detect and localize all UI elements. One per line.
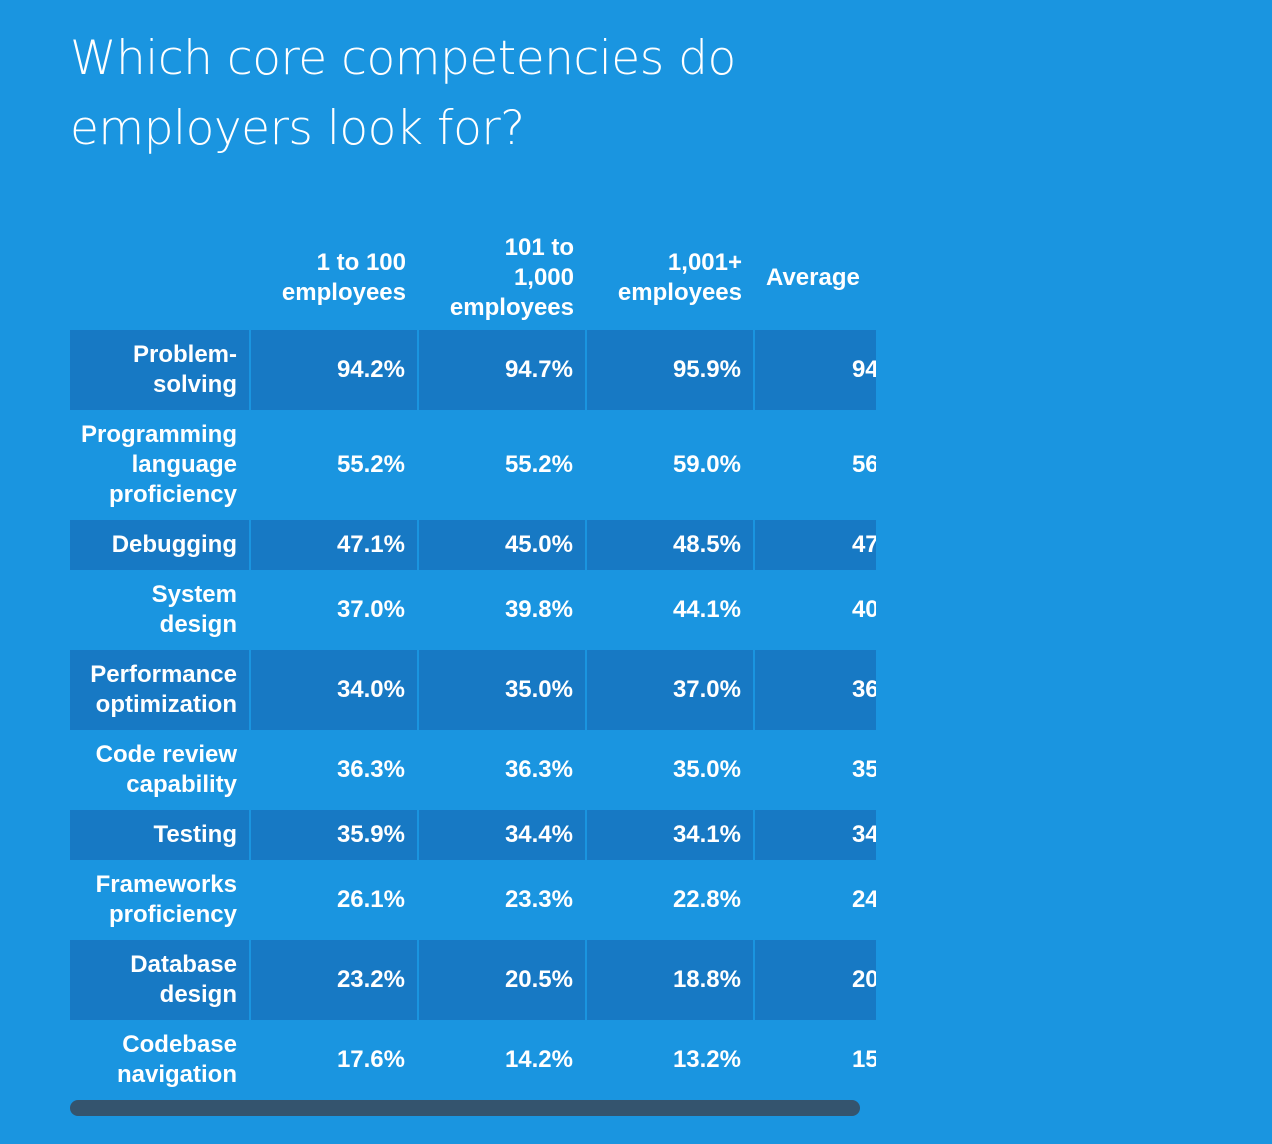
table-cell-value: 34.8% xyxy=(753,810,876,860)
table-cell-value: 56.6% xyxy=(753,410,876,520)
table-cell-value: 36.3% xyxy=(249,730,418,810)
table-cell-value: 94.9% xyxy=(753,330,876,410)
table-cell-value: 34.4% xyxy=(417,810,586,860)
row-label: Problem-solving xyxy=(70,330,250,410)
table-cell-value: 94.2% xyxy=(249,330,418,410)
table-cell-value: 39.8% xyxy=(417,570,586,650)
header-cell-1001-plus: 1,001+ employees xyxy=(617,249,742,306)
header-cell-empty xyxy=(70,226,250,330)
table-cell-value: 94.7% xyxy=(417,330,586,410)
table-cell-value: 35.0% xyxy=(417,650,586,730)
table-row: Code review capability36.3%36.3%35.0%35.… xyxy=(70,730,876,810)
table-cell-value: 14.2% xyxy=(417,1020,586,1096)
table-scroll-container[interactable]: 1 to 100 employees 101 to 1,000 employees 1… xyxy=(70,226,876,1096)
row-label: Performance optimization xyxy=(70,650,250,730)
header-cell-average: Average xyxy=(766,264,860,291)
table-cell-value: 35.8% xyxy=(753,730,876,810)
table-cell-value: 34.0% xyxy=(249,650,418,730)
table-cell-value: 35.9% xyxy=(249,810,418,860)
table-cell-value: 47.1% xyxy=(753,520,876,570)
table-cell-value: 36.3% xyxy=(417,730,586,810)
table-cell-value: 22.8% xyxy=(585,860,754,940)
table-cell-value: 48.5% xyxy=(585,520,754,570)
table-cell-value: 35.0% xyxy=(585,730,754,810)
table-cell-value: 23.2% xyxy=(249,940,418,1020)
table-cell-value: 18.8% xyxy=(585,940,754,1020)
table-cell-value: 59.0% xyxy=(585,410,754,520)
table-cell-value: 23.3% xyxy=(417,860,586,940)
row-label: Testing xyxy=(70,810,250,860)
table-cell-value: 15.1% xyxy=(753,1020,876,1096)
row-label: Debugging xyxy=(70,520,250,570)
row-label: Frameworks proficiency xyxy=(95,871,237,928)
table-cell-value: 34.1% xyxy=(585,810,754,860)
table-cell-value: 24.2% xyxy=(753,860,876,940)
table-cell-value: 47.1% xyxy=(249,520,418,570)
table-cell-value: 55.2% xyxy=(249,410,418,520)
table-cell-value: 95.9% xyxy=(585,330,754,410)
table-cell-value: 13.2% xyxy=(585,1020,754,1096)
table-cell-value: 20.9% xyxy=(753,940,876,1020)
page-title: Which core competencies do employers loo… xyxy=(70,31,736,156)
row-label: Code review capability xyxy=(95,741,237,798)
row-label: System design xyxy=(151,581,237,638)
table-cell-value: 55.2% xyxy=(417,410,586,520)
table-row: Frameworks proficiency26.1%23.3%22.8%24.… xyxy=(70,860,876,940)
table-row: Performance optimization 34.0% 35.0% 37.0% 3… xyxy=(70,650,876,730)
header-cell-1-to-100: 1 to 100 employees xyxy=(281,249,406,306)
horizontal-scrollbar[interactable] xyxy=(70,1100,860,1116)
table-row: Programming language proficiency 55.2% 55.… xyxy=(70,410,876,520)
row-label: Programming language proficiency xyxy=(80,421,237,508)
table-cell-value: 37.0% xyxy=(249,570,418,650)
row-label: Codebase navigation xyxy=(116,1031,237,1088)
competencies-table: 1 to 100 employees 101 to 1,000 employees 1… xyxy=(70,226,876,1096)
table-cell-value: 17.6% xyxy=(249,1020,418,1096)
header-cell-101-to-1000: 101 to 1,000 employees xyxy=(449,234,574,321)
table-header-row: 1 to 100 employees 101 to 1,000 employees 1… xyxy=(70,226,876,330)
table-cell-value: 45.0% xyxy=(417,520,586,570)
row-label: Database design xyxy=(70,940,250,1020)
table-cell-value: 40.3% xyxy=(753,570,876,650)
table-cell-value: 20.5% xyxy=(417,940,586,1020)
table-cell-value: 26.1% xyxy=(249,860,418,940)
table-cell-value: 37.0% xyxy=(585,650,754,730)
table-cell-value: 36.0% xyxy=(753,650,876,730)
table-cell-value: 44.1% xyxy=(585,570,754,650)
